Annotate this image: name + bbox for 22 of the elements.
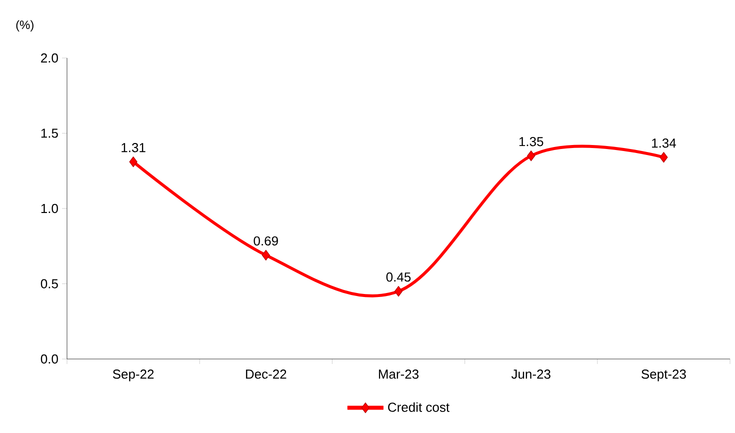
data-label: 0.69 bbox=[254, 236, 278, 246]
legend-label: Credit cost bbox=[388, 402, 450, 412]
x-tick-label: Sep-22 bbox=[112, 370, 154, 382]
y-tick-label: 0.0 bbox=[40, 354, 58, 364]
x-tick-label: Jun-23 bbox=[511, 370, 550, 379]
y-tick-label: 1.5 bbox=[41, 128, 58, 138]
point bbox=[394, 286, 403, 297]
point bbox=[527, 150, 536, 162]
point bbox=[129, 156, 138, 168]
y-axis-title: (%) bbox=[16, 20, 34, 32]
y-tick-label: 2.0 bbox=[41, 53, 58, 63]
data-label: 1.31 bbox=[122, 143, 146, 152]
data-label: 0.45 bbox=[386, 272, 411, 282]
data-label: 1.34 bbox=[652, 138, 676, 148]
point bbox=[660, 152, 668, 163]
x-tick-label: Sept-23 bbox=[642, 370, 686, 382]
point bbox=[262, 250, 270, 260]
y-tick-label: 0.5 bbox=[40, 279, 58, 288]
y-tick-label: 1.0 bbox=[41, 204, 58, 214]
x-tick-label: Mar-23 bbox=[378, 370, 419, 379]
x-tick-label: Dec-22 bbox=[246, 370, 286, 379]
data-label: 1.35 bbox=[519, 136, 544, 146]
